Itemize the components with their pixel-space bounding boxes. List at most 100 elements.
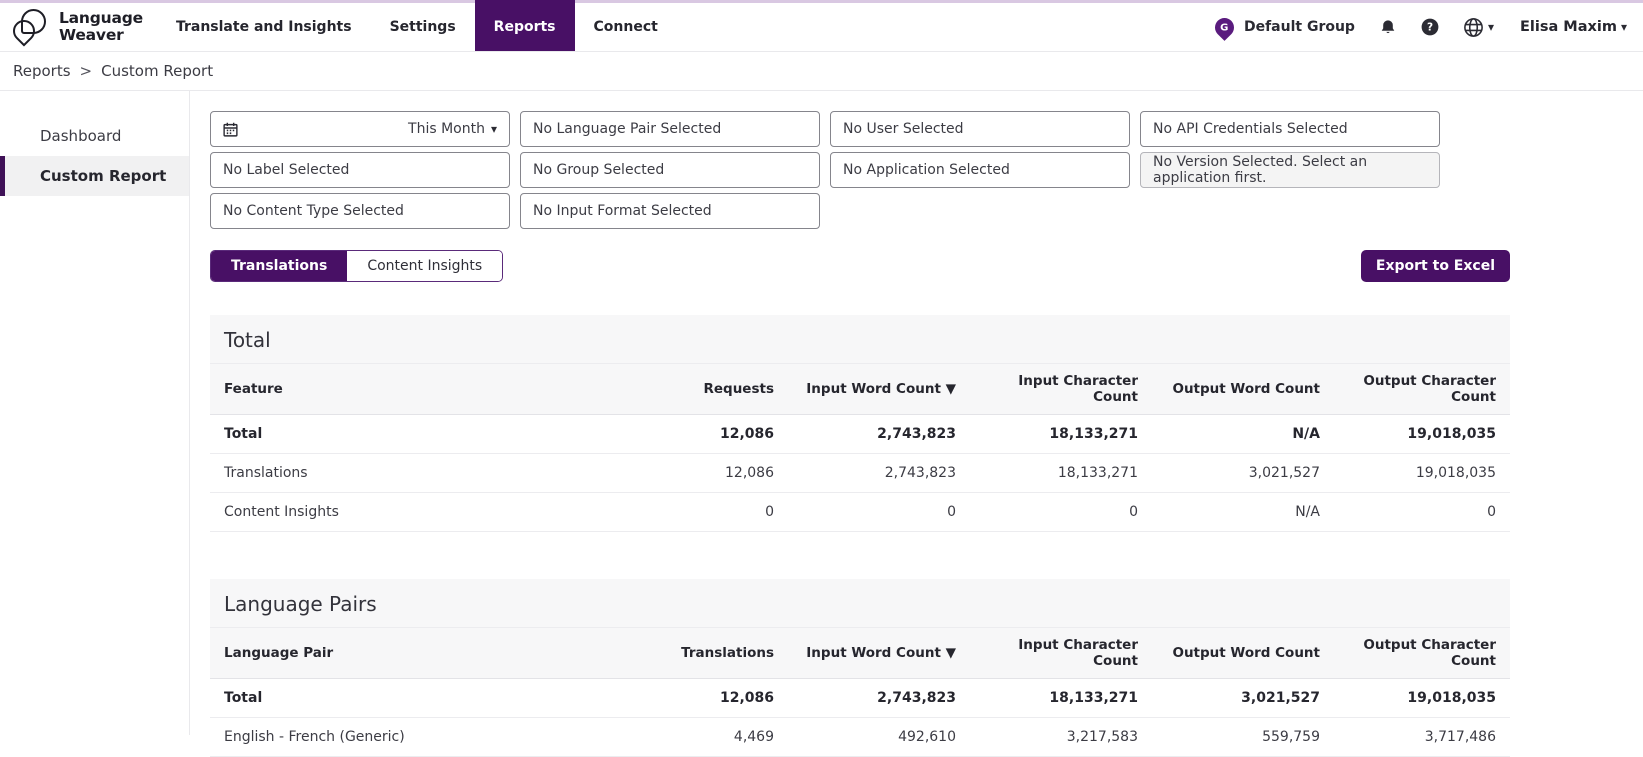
column-header[interactable]: Output Character Count bbox=[1328, 363, 1510, 415]
column-header[interactable]: Input Word Count ▼ bbox=[782, 363, 964, 415]
table-cell: 492,610 bbox=[782, 717, 964, 757]
main-nav: Translate and Insights Settings Reports … bbox=[157, 0, 677, 51]
column-header[interactable]: Output Character Count bbox=[1328, 627, 1510, 679]
table-cell: 0 bbox=[964, 492, 1146, 532]
input-format-filter[interactable]: No Input Format Selected bbox=[520, 193, 820, 229]
table-cell: 19,018,035 bbox=[1328, 453, 1510, 493]
column-header[interactable]: Requests bbox=[600, 363, 782, 415]
chevron-down-icon bbox=[1484, 19, 1494, 35]
total-section: Total Feature Requests Input Word Count ▼ I… bbox=[210, 315, 1510, 532]
help-icon[interactable]: ? bbox=[1421, 18, 1439, 36]
table-cell: N/A bbox=[1146, 414, 1328, 454]
table-cell: 3,217,583 bbox=[964, 717, 1146, 757]
date-range-filter[interactable]: This Month bbox=[210, 111, 510, 147]
chevron-down-icon bbox=[1617, 19, 1627, 35]
column-header[interactable]: Input Character Count bbox=[964, 627, 1146, 679]
table-cell: 18,133,271 bbox=[964, 453, 1146, 493]
language-pairs-section: Language Pairs Language Pair Translations… bbox=[210, 579, 1510, 757]
brand-accent-strip bbox=[0, 0, 1643, 3]
table-cell: Translations bbox=[210, 453, 600, 493]
table-row: Content Insights 0 0 0 N/A 0 bbox=[210, 492, 1510, 532]
chevron-down-icon bbox=[487, 121, 497, 137]
table-cell: 12,086 bbox=[600, 453, 782, 493]
table-row: English - French (Generic) 4,469 492,610 3,… bbox=[210, 717, 1510, 757]
language-pairs-table: Language Pair Translations Input Word Coun… bbox=[210, 627, 1510, 757]
tab-translations[interactable]: Translations bbox=[211, 251, 348, 281]
table-row: Translations 12,086 2,743,823 18,133,271 3,0… bbox=[210, 453, 1510, 493]
table-header-row: Language Pair Translations Input Word Coun… bbox=[210, 627, 1510, 679]
language-weaver-logo[interactable]: Language Weaver bbox=[8, 6, 143, 48]
table-cell: 12,086 bbox=[600, 414, 782, 454]
brand-name: Language Weaver bbox=[59, 9, 143, 44]
nav-item-translate-and-insights[interactable]: Translate and Insights bbox=[175, 19, 352, 35]
language-pair-filter[interactable]: No Language Pair Selected bbox=[520, 111, 820, 147]
table-cell: 12,086 bbox=[600, 678, 782, 718]
report-filters: This Month No Language Pair Selected No … bbox=[210, 111, 1510, 229]
language-globe-icon[interactable] bbox=[1463, 17, 1494, 38]
table-cell: 19,018,035 bbox=[1328, 678, 1510, 718]
table-cell: 18,133,271 bbox=[964, 414, 1146, 454]
table-cell: 0 bbox=[782, 492, 964, 532]
table-cell: 559,759 bbox=[1146, 717, 1328, 757]
table-cell: 3,021,527 bbox=[1146, 453, 1328, 493]
table-cell: 0 bbox=[1328, 492, 1510, 532]
header-right: G Default Group ? Elisa Maxim bbox=[1211, 13, 1627, 41]
table-cell: Total bbox=[210, 414, 600, 454]
calendar-icon bbox=[223, 122, 238, 137]
user-filter[interactable]: No User Selected bbox=[830, 111, 1130, 147]
tab-content-insights[interactable]: Content Insights bbox=[347, 251, 503, 281]
column-header[interactable]: Output Word Count bbox=[1146, 627, 1328, 679]
nav-item-settings[interactable]: Settings bbox=[389, 19, 456, 35]
report-tab-group: Translations Content Insights bbox=[210, 250, 504, 282]
table-cell: 3,717,486 bbox=[1328, 717, 1510, 757]
table-cell: 19,018,035 bbox=[1328, 414, 1510, 454]
export-to-excel-button[interactable]: Export to Excel bbox=[1360, 250, 1510, 282]
table-cell: 18,133,271 bbox=[964, 678, 1146, 718]
column-header[interactable]: Feature bbox=[210, 363, 600, 415]
version-filter: No Version Selected. Select an applicati… bbox=[1140, 152, 1440, 188]
date-range-value: This Month bbox=[408, 121, 485, 137]
section-title-language-pairs: Language Pairs bbox=[224, 592, 377, 616]
table-row: Total 12,086 2,743,823 18,133,271 3,021,527 1… bbox=[210, 678, 1510, 718]
application-filter[interactable]: No Application Selected bbox=[830, 152, 1130, 188]
total-table: Feature Requests Input Word Count ▼ Input C… bbox=[210, 363, 1510, 532]
main-content: This Month No Language Pair Selected No … bbox=[190, 91, 1643, 757]
table-cell: 3,021,527 bbox=[1146, 678, 1328, 718]
api-credentials-filter[interactable]: No API Credentials Selected bbox=[1140, 111, 1440, 147]
app-header: Language Weaver Translate and Insights S… bbox=[0, 0, 1643, 52]
notifications-bell-icon[interactable] bbox=[1379, 18, 1397, 37]
user-name: Elisa Maxim bbox=[1520, 19, 1617, 35]
column-header[interactable]: Input Character Count bbox=[964, 363, 1146, 415]
table-cell: 4,469 bbox=[600, 717, 782, 757]
table-row: Total 12,086 2,743,823 18,133,271 N/A 19,018,… bbox=[210, 414, 1510, 454]
nav-item-connect[interactable]: Connect bbox=[593, 19, 658, 35]
report-toolbar: Translations Content Insights Export to … bbox=[210, 250, 1510, 282]
breadcrumb-reports[interactable]: Reports bbox=[13, 62, 71, 80]
table-cell: 0 bbox=[600, 492, 782, 532]
group-filter[interactable]: No Group Selected bbox=[520, 152, 820, 188]
user-menu[interactable]: Elisa Maxim bbox=[1520, 19, 1627, 35]
content-type-filter[interactable]: No Content Type Selected bbox=[210, 193, 510, 229]
group-pin-icon: G bbox=[1211, 13, 1238, 41]
table-cell: Content Insights bbox=[210, 492, 600, 532]
column-header[interactable]: Input Word Count ▼ bbox=[782, 627, 964, 679]
label-filter[interactable]: No Label Selected bbox=[210, 152, 510, 188]
column-header[interactable]: Language Pair bbox=[210, 627, 600, 679]
table-cell: English - French (Generic) bbox=[210, 717, 600, 757]
table-cell: Total bbox=[210, 678, 600, 718]
nav-item-reports[interactable]: Reports bbox=[474, 0, 575, 51]
group-name: Default Group bbox=[1243, 19, 1355, 35]
table-cell: 2,743,823 bbox=[782, 678, 964, 718]
language-weaver-logo-icon bbox=[8, 6, 50, 48]
sidebar: Dashboard Custom Report bbox=[0, 91, 190, 735]
column-header[interactable]: Output Word Count bbox=[1146, 363, 1328, 415]
sidebar-item-custom-report[interactable]: Custom Report bbox=[0, 156, 189, 196]
table-cell: 2,743,823 bbox=[782, 453, 964, 493]
breadcrumb-custom-report: Custom Report bbox=[101, 62, 214, 80]
sidebar-item-dashboard[interactable]: Dashboard bbox=[40, 127, 122, 145]
column-header[interactable]: Translations bbox=[600, 627, 782, 679]
table-header-row: Feature Requests Input Word Count ▼ Input C… bbox=[210, 363, 1510, 415]
group-selector[interactable]: G Default Group bbox=[1211, 13, 1355, 41]
svg-text:?: ? bbox=[1427, 22, 1433, 34]
section-title-total: Total bbox=[224, 328, 271, 352]
